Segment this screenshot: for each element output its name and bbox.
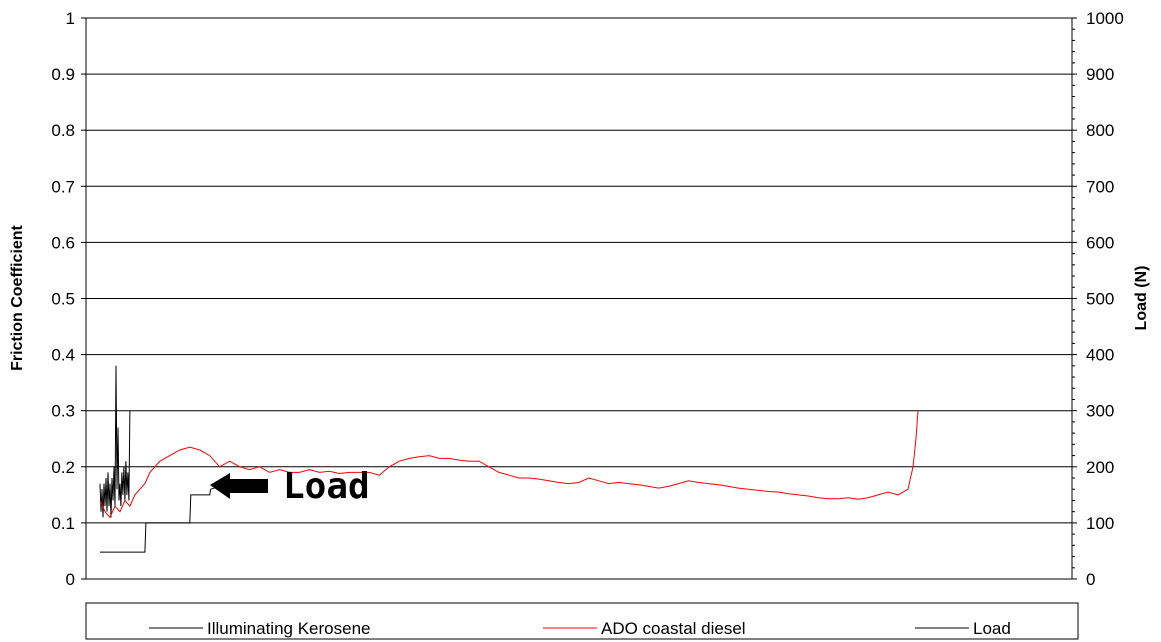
left-tick-label: 0	[66, 570, 75, 589]
left-tick-label: 1	[66, 9, 75, 28]
left-tick-label: 0.4	[51, 346, 75, 365]
right-tick-label: 1000	[1086, 9, 1124, 28]
series-line-ado	[99, 410, 919, 519]
left-tick-label: 0.9	[51, 65, 75, 84]
legend-label-kerosene: Illuminating Kerosene	[207, 619, 370, 638]
right-tick-label: 800	[1086, 121, 1114, 140]
left-tick-label: 0.2	[51, 458, 75, 477]
annotation-label: Load	[283, 466, 370, 507]
left-tick-label: 0.6	[51, 233, 75, 252]
left-tick-label: 0.8	[51, 121, 75, 140]
right-tick-label: 100	[1086, 514, 1114, 533]
gridlines	[86, 73, 1072, 524]
left-axis-title: Friction Coefficient	[9, 224, 26, 370]
right-tick-label: 300	[1086, 402, 1114, 421]
right-tick-label: 500	[1086, 290, 1114, 309]
right-tick-label: 0	[1086, 570, 1095, 589]
right-tick-label: 400	[1086, 346, 1114, 365]
right-axis-title: Load (N)	[1133, 266, 1150, 331]
right-tick-label: 200	[1086, 458, 1114, 477]
left-tick-label: 0.1	[51, 514, 75, 533]
left-tick-label: 0.5	[51, 290, 75, 309]
legend: Illuminating Kerosene ADO coastal diesel…	[85, 602, 1079, 640]
right-tick-label: 600	[1086, 233, 1114, 252]
series-lines	[99, 365, 919, 553]
legend-label-load: Load	[973, 619, 1011, 638]
right-axis-ticks: 0 100 200 300 400 500 600 700 800 900 1000	[1072, 9, 1124, 589]
series-line-load	[100, 483, 222, 553]
right-tick-label: 700	[1086, 177, 1114, 196]
left-tick-label: 0.7	[51, 177, 75, 196]
right-tick-label: 900	[1086, 65, 1114, 84]
load-annotation: Load	[210, 466, 370, 507]
legend-label-ado: ADO coastal diesel	[601, 619, 746, 638]
series-line-kerosene	[99, 365, 131, 518]
arrow-left-icon	[210, 473, 268, 499]
left-tick-label: 0.3	[51, 402, 75, 421]
left-axis-ticks: 0 0.1 0.2 0.3 0.4 0.5 0.6 0.7 0.8 0.9 1	[51, 9, 86, 589]
legend-box	[85, 602, 1079, 640]
